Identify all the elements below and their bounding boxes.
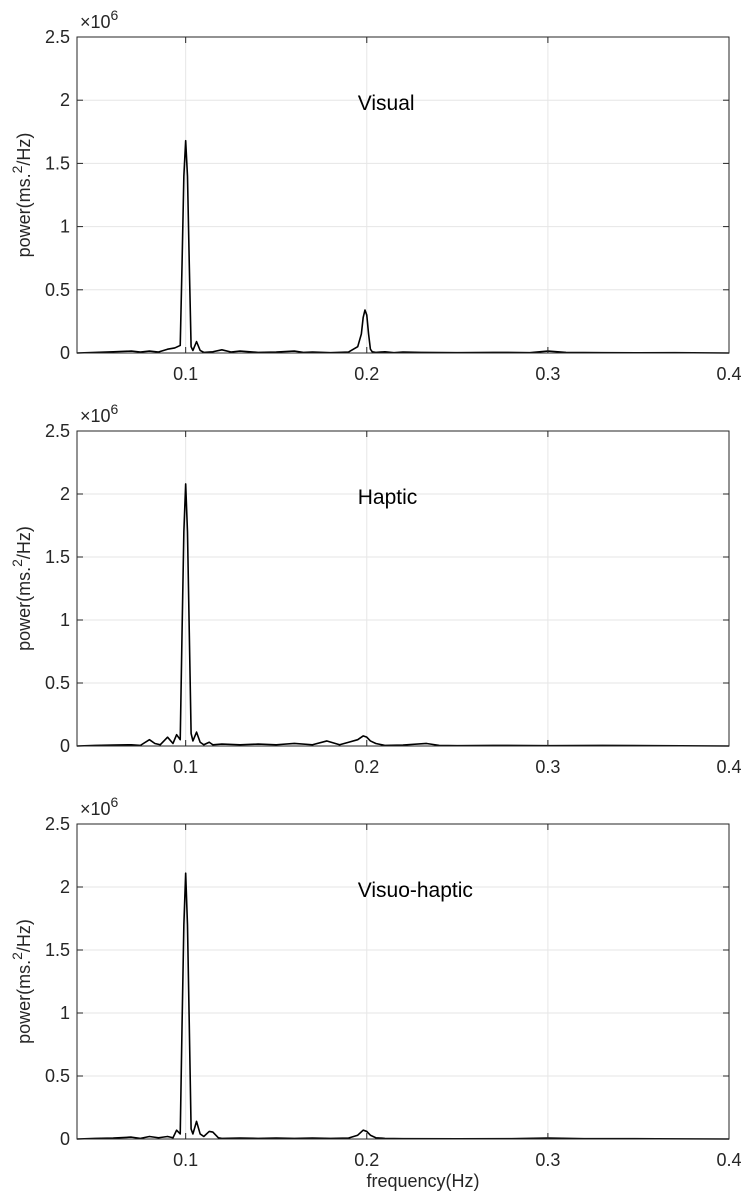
y-axis-label-main: power(ms. <box>14 567 34 651</box>
x-tick-label: 0.4 <box>716 364 741 384</box>
x-axis-label: frequency(Hz) <box>366 1171 479 1191</box>
chart-panel-2: 0.1 0.2 0.3 0.400.511.522.5×106power(ms.2/H… <box>9 401 742 777</box>
y-exponent-power: 6 <box>111 794 119 810</box>
plot-area <box>77 824 729 1139</box>
y-axis-label: power(ms.2/Hz) <box>9 526 34 651</box>
y-axis-label-main: power(ms. <box>14 173 34 257</box>
panel-annotation: Haptic <box>358 486 418 509</box>
y-tick-label: 1 <box>60 610 70 630</box>
x-tick-label: 0.4 <box>716 1150 741 1170</box>
x-tick-label: 0.3 <box>535 757 560 777</box>
y-tick-label: 0.5 <box>45 1066 70 1086</box>
y-tick-label: 0.5 <box>45 280 70 300</box>
series-line <box>76 483 730 747</box>
y-exponent-base: ×10 <box>80 12 111 32</box>
y-exponent-base: ×10 <box>80 406 111 426</box>
y-tick-label: 0 <box>60 343 70 363</box>
x-tick-label: 0.3 <box>535 1150 560 1170</box>
y-tick-label: 2 <box>60 484 70 504</box>
series-line <box>76 872 730 1140</box>
axes-box <box>76 823 730 1140</box>
x-tick-label: 0.2 <box>354 364 379 384</box>
y-axis-label-sup: 2 <box>9 952 25 960</box>
y-axis-label: power(ms.2/Hz) <box>9 133 34 258</box>
axes-box <box>76 430 730 747</box>
y-exponent-label: ×106 <box>80 794 119 819</box>
y-exponent-power: 6 <box>111 7 119 23</box>
plot-area <box>77 37 729 353</box>
chart-panel-1: 0.1 0.2 0.3 0.400.511.522.5×106power(ms.2/H… <box>9 7 742 384</box>
y-axis-label-end: /Hz) <box>14 133 34 166</box>
y-tick-label: 1.5 <box>45 547 70 567</box>
y-tick-label: 0 <box>60 736 70 756</box>
x-tick-label: 0.1 <box>173 757 198 777</box>
y-axis-label-main: power(ms. <box>14 960 34 1044</box>
chart-panel-3: 0.1 0.2 0.3 0.400.511.522.5×106power(ms.2/H… <box>9 794 742 1191</box>
y-axis-label-sup: 2 <box>9 559 25 567</box>
y-tick-label: 1 <box>60 217 70 237</box>
x-tick-label: 0.1 <box>173 364 198 384</box>
panel-annotation: Visual <box>358 92 415 115</box>
y-axis-label-end: /Hz) <box>14 919 34 952</box>
y-axis-label-end: /Hz) <box>14 526 34 559</box>
series-line <box>76 139 730 354</box>
plot-area <box>77 431 729 746</box>
x-tick-label: 0.3 <box>535 364 560 384</box>
x-tick-label: 0.2 <box>354 757 379 777</box>
y-tick-label: 1 <box>60 1003 70 1023</box>
y-exponent-power: 6 <box>111 401 119 417</box>
x-tick-label: 0.2 <box>354 1150 379 1170</box>
y-exponent-base: ×10 <box>80 799 111 819</box>
y-tick-label: 0 <box>60 1129 70 1149</box>
y-axis-label: power(ms.2/Hz) <box>9 919 34 1044</box>
y-axis-label-sup: 2 <box>9 165 25 173</box>
x-tick-label: 0.4 <box>716 757 741 777</box>
x-tick-label: 0.1 <box>173 1150 198 1170</box>
axes-box <box>76 36 730 354</box>
y-tick-label: 2.5 <box>45 421 70 441</box>
y-tick-label: 2 <box>60 90 70 110</box>
y-tick-label: 0.5 <box>45 673 70 693</box>
y-tick-label: 2 <box>60 877 70 897</box>
y-exponent-label: ×106 <box>80 401 119 426</box>
y-tick-label: 2.5 <box>45 27 70 47</box>
y-tick-label: 1.5 <box>45 153 70 173</box>
y-tick-label: 1.5 <box>45 940 70 960</box>
y-tick-label: 2.5 <box>45 814 70 834</box>
panel-annotation: Visuo-haptic <box>358 879 473 902</box>
y-exponent-label: ×106 <box>80 7 119 32</box>
